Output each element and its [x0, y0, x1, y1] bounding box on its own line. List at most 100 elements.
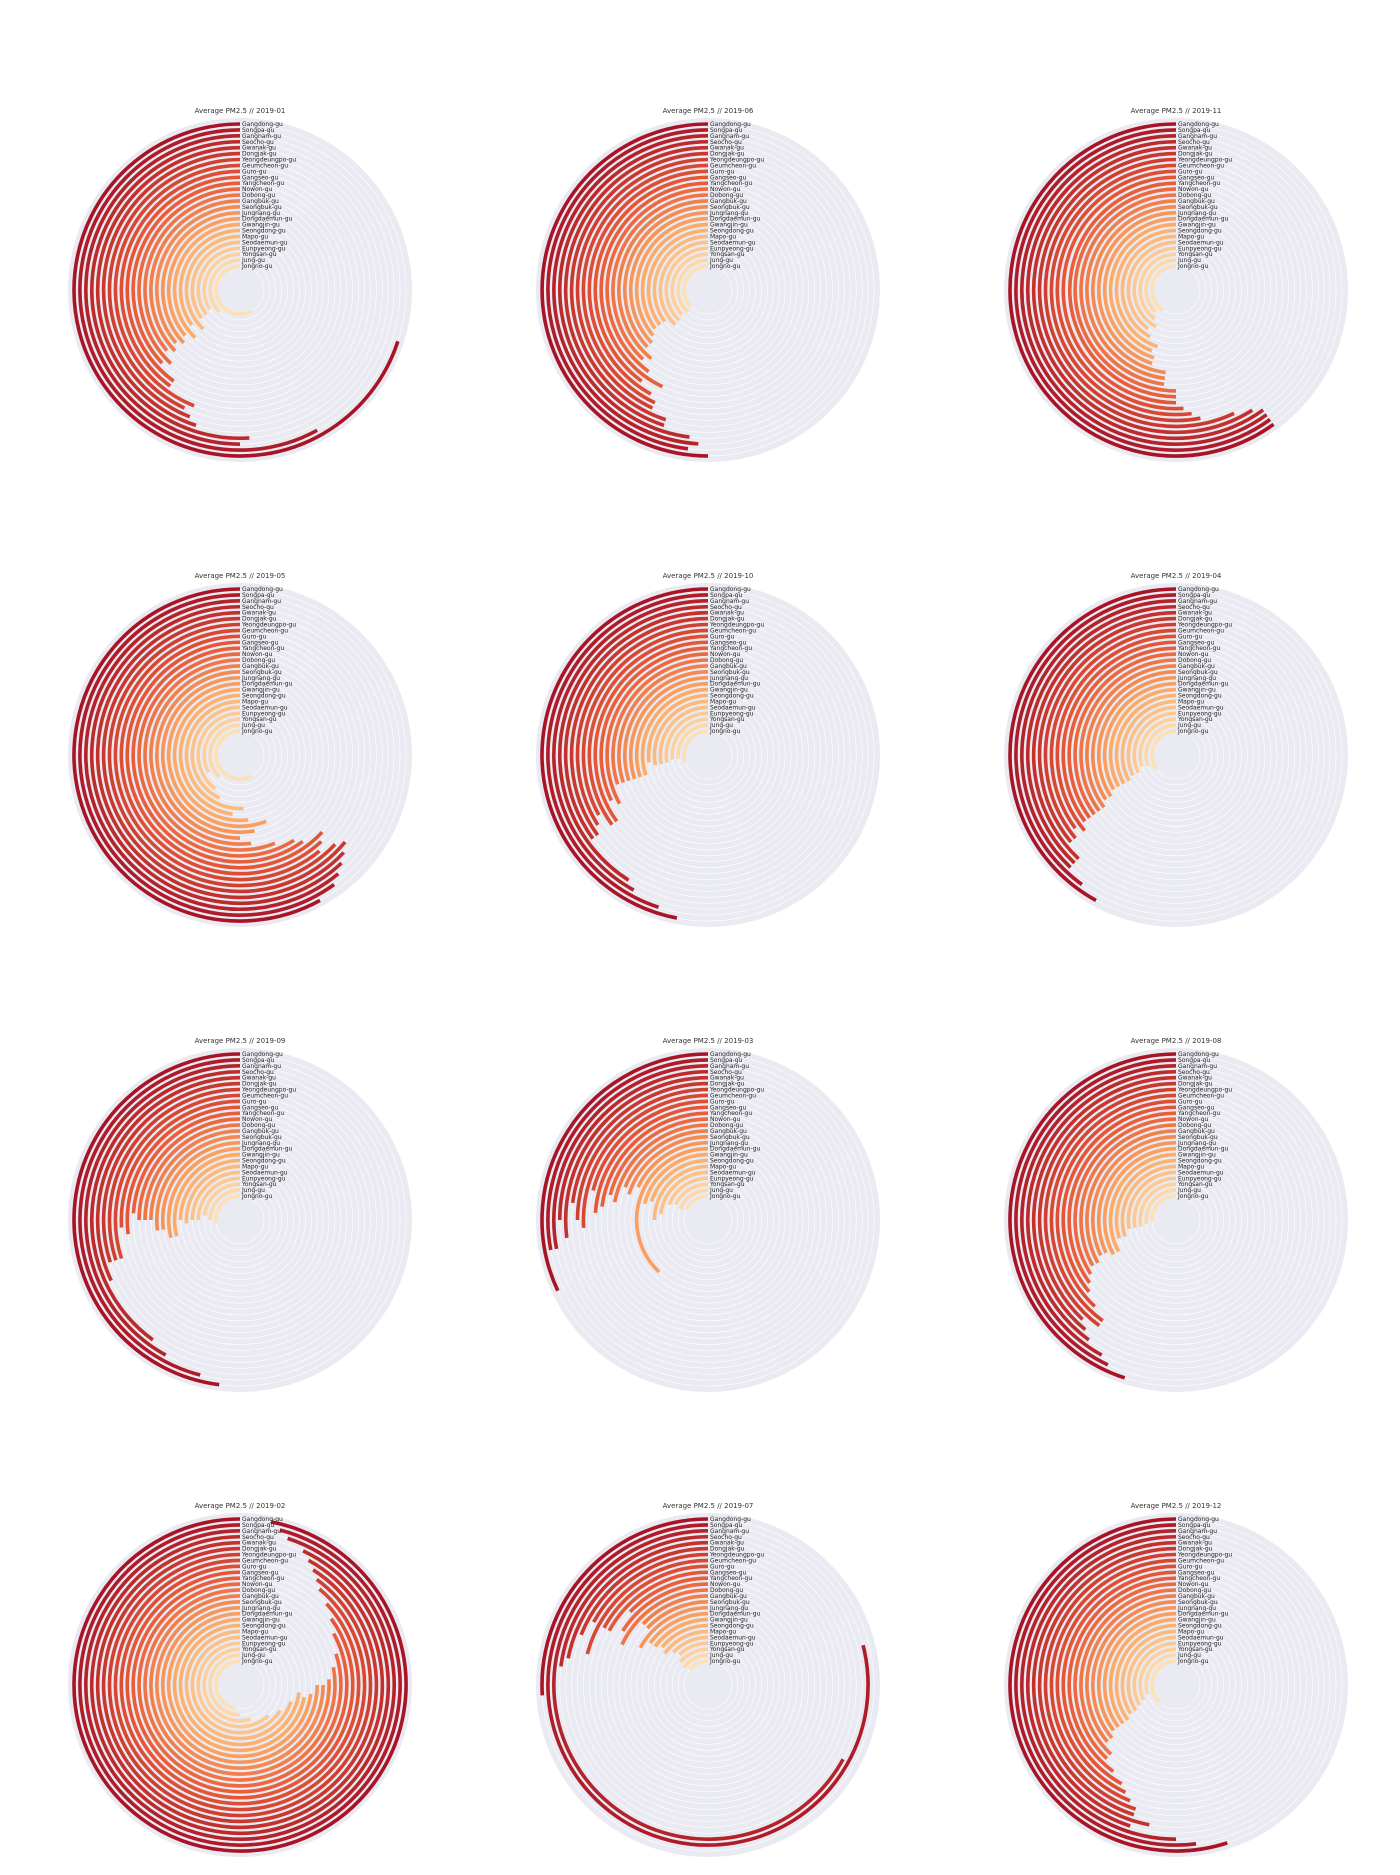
- district-label: Jongno-gu: [1177, 1658, 1209, 1665]
- district-label: Jongno-gu: [709, 1193, 741, 1200]
- radial-bar-panel: Average PM2.5 // 2019-11 Gangdong-gu Songp…: [976, 40, 1376, 480]
- district-label: Gangdong-gu: [242, 1051, 283, 1058]
- arc-bar-gangdong-gu: [1008, 587, 1177, 903]
- district-label: Gangdong-gu: [1178, 586, 1219, 593]
- district-label: Gwangjin-gu: [242, 687, 280, 694]
- arc-bar-gangbuk-gu: [1085, 1129, 1177, 1264]
- district-label: Yeongdeungpo-gu: [709, 157, 764, 164]
- district-label: Gangbuk-gu: [1178, 663, 1215, 670]
- radial-bar-svg: Average PM2.5 // 2019-09 Gangdong-guSongp…: [68, 1037, 412, 1392]
- district-label: Nowon-gu: [1178, 1581, 1209, 1588]
- district-label: Dobong-gu: [1178, 192, 1211, 199]
- arc-bar-yeongdeungpo-gu: [1043, 157, 1201, 423]
- radial-bar-svg: Average PM2.5 // 2019-08 Gangdong-guSongp…: [1004, 1037, 1348, 1392]
- arc-bar-mapo-gu: [652, 699, 709, 766]
- district-label: Gangbuk-gu: [242, 1593, 279, 1600]
- arc-bar-gwangjin-gu: [1108, 687, 1177, 788]
- district-label: Mapo-gu: [710, 698, 736, 705]
- arc-bar-dongjak-gu: [101, 1546, 379, 1824]
- district-label: Seongbuk-gu: [710, 1599, 750, 1606]
- arc-bar-yeongdeungpo-gu: [592, 1552, 709, 1623]
- panel-title: Average PM2.5 // 2019-08: [1131, 1037, 1222, 1045]
- arc-bar-seodaemun-gu: [1126, 705, 1177, 777]
- arc-bar-guro-gu: [119, 1099, 241, 1228]
- district-label: Seocho-gu: [242, 1534, 274, 1541]
- arc-bar-dobong-gu: [1079, 1123, 1177, 1267]
- district-label: Dobong-gu: [242, 657, 275, 664]
- district-label: Seodaemun-gu: [1178, 239, 1224, 246]
- radial-bar-panel: Average PM2.5 // 2019-09 Gangdong-gu Songp…: [40, 970, 440, 1410]
- arc-bar-jungnang-gu: [160, 1140, 241, 1230]
- arc-bar-mapo-gu: [184, 1629, 293, 1741]
- arc-bar-gangnam-gu: [84, 1064, 241, 1357]
- district-label: Jungnang-gu: [709, 1605, 748, 1612]
- district-label: Yongsan-gu: [1177, 1181, 1213, 1188]
- district-label: Seocho-gu: [710, 1534, 742, 1541]
- arc-bar-gangdong-gu: [1008, 1052, 1177, 1380]
- district-label: Jongno-gu: [1177, 1193, 1209, 1200]
- arc-bar-seocho-gu: [1025, 1069, 1177, 1342]
- arc-bar-gwanak-gu: [95, 610, 346, 900]
- district-label: Gangnam-gu: [242, 1063, 281, 1070]
- arc-bar-seongdong-gu: [178, 228, 241, 327]
- district-label: Seodaemun-gu: [710, 704, 756, 711]
- arc-bar-yangcheon-gu: [131, 1111, 241, 1214]
- district-label: Seongdong-gu: [710, 228, 754, 235]
- district-label: Gangnam-gu: [1178, 1528, 1217, 1535]
- arc-bar-gangbuk-gu: [149, 1129, 241, 1221]
- district-label: Yongsan-gu: [709, 251, 745, 258]
- district-label: Gwanak-gu: [1178, 1540, 1212, 1547]
- polar-background: [1004, 118, 1348, 462]
- arc-bar-gangdong-gu: [72, 587, 321, 923]
- district-label: Seocho-gu: [242, 604, 274, 611]
- district-label: Gangnam-gu: [242, 1528, 281, 1535]
- district-label: Yeongdeungpo-gu: [241, 1087, 296, 1094]
- arc-bar-gwanak-gu: [1031, 610, 1177, 861]
- district-label: Seodaemun-gu: [1178, 704, 1224, 711]
- polar-background: [68, 1513, 412, 1857]
- district-label: Yangcheon-gu: [1177, 1575, 1220, 1582]
- district-label: Guro-gu: [1178, 633, 1203, 640]
- arc-bar-mapo-gu: [1120, 699, 1177, 782]
- arc-bar-gangdong-gu: [540, 587, 709, 920]
- district-label: Geumcheon-gu: [1178, 1557, 1224, 1564]
- district-label: Gangnam-gu: [710, 133, 749, 140]
- panel-title: Average PM2.5 // 2019-11: [1131, 107, 1222, 115]
- arc-bar-jongno-gu: [682, 264, 709, 308]
- district-label: Mapo-gu: [242, 698, 268, 705]
- district-label: Mapo-gu: [242, 1163, 268, 1170]
- district-label: Mapo-gu: [242, 233, 268, 240]
- arc-bar-gangseo-gu: [593, 175, 709, 383]
- arc-bar-gangdong-gu: [540, 122, 709, 458]
- district-label: Gangseo-gu: [710, 1104, 747, 1111]
- arc-bar-nowon-gu: [1073, 187, 1177, 393]
- arc-bar-seodaemun-gu: [190, 1170, 241, 1221]
- arc-bar-songpa-gu: [78, 593, 336, 917]
- polar-background: [68, 1048, 412, 1392]
- arc-bar-guro-gu: [119, 634, 323, 876]
- district-label: Seodaemun-gu: [1178, 1634, 1224, 1641]
- arc-bar-seocho-gu: [89, 604, 343, 906]
- district-label: Eunpyeong-gu: [242, 710, 286, 717]
- arc-bar-geumcheon-gu: [113, 1558, 367, 1812]
- district-label: Dongdaemun-gu: [710, 1146, 761, 1153]
- arc-bar-nowon-gu: [137, 652, 296, 858]
- district-label: Yongsan-gu: [241, 1181, 277, 1188]
- district-label: Nowon-gu: [710, 651, 741, 658]
- arc-bar-yangcheon-gu: [131, 1576, 349, 1794]
- arc-bar-gangdong-gu: [1008, 122, 1275, 458]
- arc-bar-eunpyeong-gu: [196, 246, 241, 316]
- arc-bar-jongno-gu: [214, 1659, 241, 1711]
- district-label: Yangcheon-gu: [709, 1110, 752, 1117]
- arc-bar-yangcheon-gu: [131, 646, 304, 864]
- district-label: Gangnam-gu: [1178, 1063, 1217, 1070]
- panel-title: Average PM2.5 // 2019-10: [663, 572, 754, 580]
- arc-bar-gwanak-gu: [95, 1540, 385, 1830]
- arc-bar-songpa-gu: [1014, 593, 1177, 886]
- district-label: Jongno-gu: [1177, 263, 1209, 270]
- district-label: Dongjak-gu: [1178, 616, 1213, 623]
- district-label: Geumcheon-gu: [1178, 162, 1224, 169]
- district-label: Yeongdeungpo-gu: [709, 622, 764, 629]
- district-label: Dongjak-gu: [710, 151, 745, 158]
